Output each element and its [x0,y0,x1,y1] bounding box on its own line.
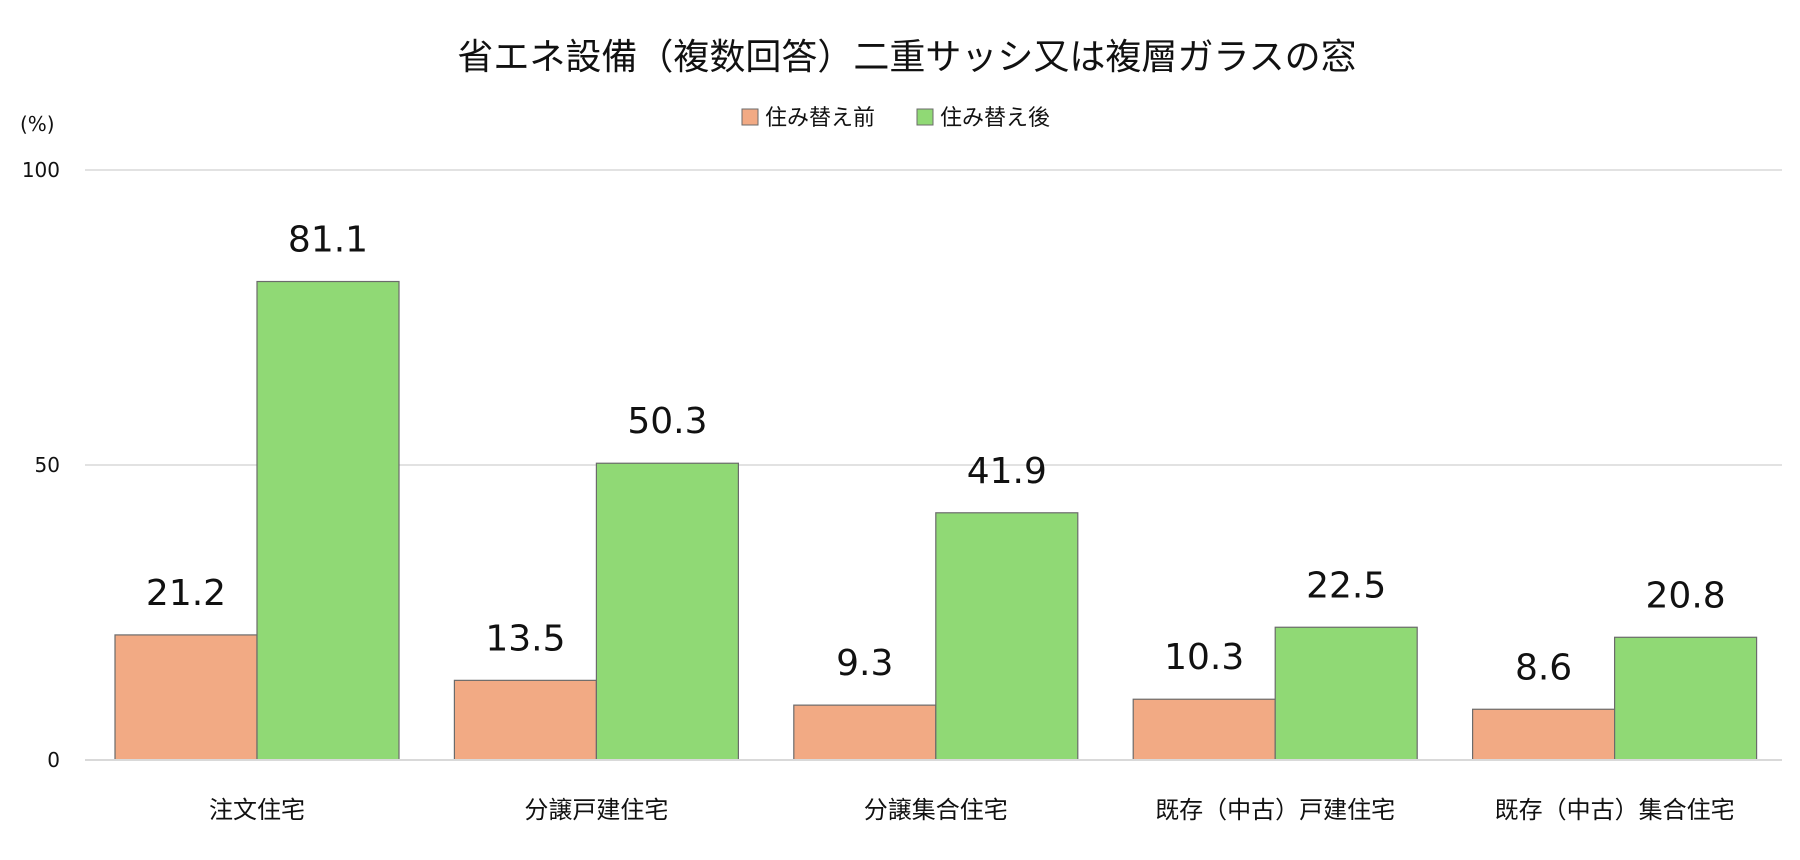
bar [793,704,937,761]
y-tick-label: 0 [47,748,60,772]
bar [1274,626,1418,761]
y-tick-label: 50 [35,453,60,477]
x-category-label: 分譲集合住宅 [864,796,1008,824]
chart-title: 省エネ設備（複数回答）二重サッシ又は複層ガラスの窓 [457,37,1356,78]
legend-swatch [916,108,934,126]
y-tick-label: 100 [22,158,60,182]
bar [453,679,597,761]
y-axis-ticks: 0 50 100 [22,158,60,772]
legend-label: 住み替え後 [940,106,1050,131]
data-label: 41.9 [967,451,1047,492]
data-label: 13.5 [485,618,565,659]
data-label: 8.6 [1515,647,1572,688]
x-category-label: 注文住宅 [209,796,305,824]
y-axis-unit-label: (%) [20,112,55,136]
bar [256,280,400,761]
legend: 住み替え前 住み替え後 [741,106,1050,131]
bar [1471,708,1616,761]
bar [1613,636,1758,761]
bar [595,462,740,761]
data-label: 81.1 [288,220,368,261]
bar [935,512,1079,761]
bars [114,280,1758,761]
x-category-label: 既存（中古）戸建住宅 [1155,796,1395,824]
data-label: 10.3 [1164,637,1244,678]
x-axis-categories: 注文住宅 分譲戸建住宅 分譲集合住宅 既存（中古）戸建住宅 既存（中古）集合住宅 [209,796,1735,824]
bar [114,634,258,761]
data-label: 20.8 [1646,575,1726,616]
bar [1132,698,1276,761]
legend-label: 住み替え前 [765,106,875,131]
data-label: 21.2 [146,573,226,614]
data-label: 50.3 [627,401,707,442]
legend-swatch [741,108,759,126]
data-labels: 21.2 81.1 13.5 50.3 9.3 41.9 10.3 22.5 8.6 20.8 [146,220,1726,689]
data-label: 9.3 [836,643,893,684]
data-label: 22.5 [1306,565,1386,606]
x-category-label: 既存（中古）集合住宅 [1495,796,1735,824]
x-category-label: 分譲戸建住宅 [524,796,668,824]
